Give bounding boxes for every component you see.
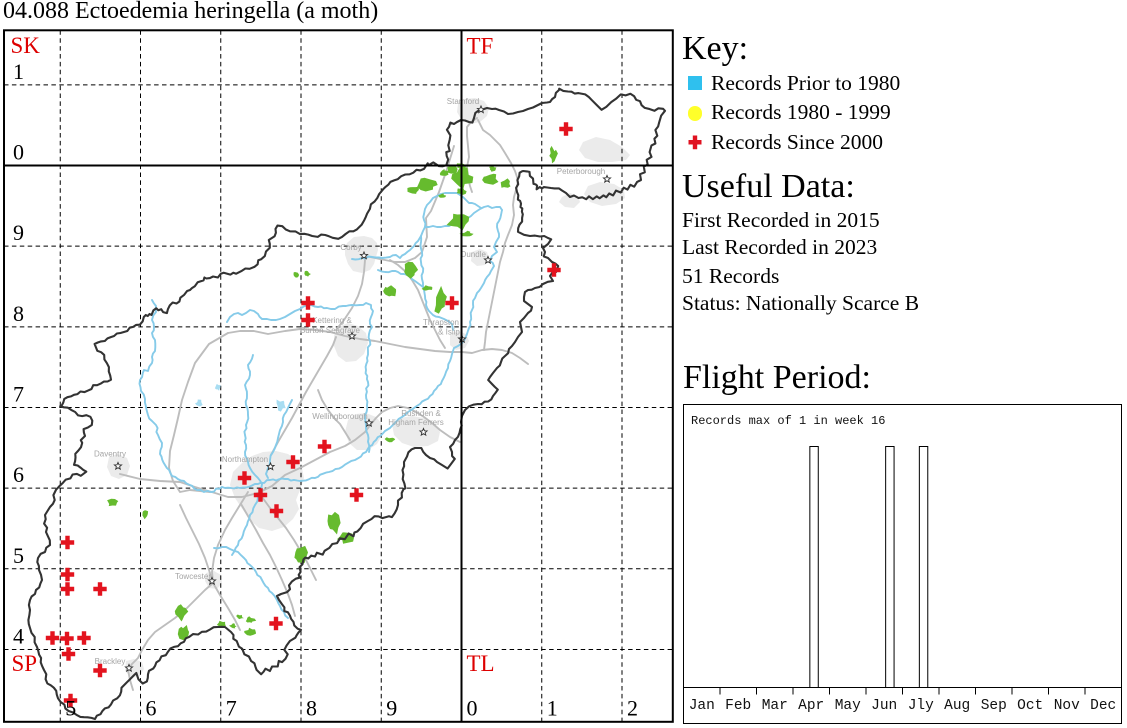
svg-text:Oundle: Oundle (460, 250, 486, 259)
svg-text:TL: TL (467, 651, 495, 676)
svg-text:2: 2 (627, 696, 638, 721)
svg-text:Oct: Oct (1017, 698, 1043, 714)
svg-text:9: 9 (386, 696, 397, 721)
svg-text:Mar: Mar (762, 698, 788, 714)
svg-text:Rushden &: Rushden & (401, 409, 441, 418)
svg-text:5: 5 (65, 696, 76, 721)
svg-text:Corby: Corby (340, 243, 361, 252)
svg-text:Higham Ferrers: Higham Ferrers (388, 418, 444, 427)
svg-text:9: 9 (13, 220, 24, 245)
svg-text:6: 6 (13, 462, 24, 487)
svg-text:Nov: Nov (1054, 698, 1080, 714)
svg-text:Apr: Apr (798, 698, 824, 714)
svg-text:Peterborough: Peterborough (557, 167, 605, 176)
svg-text:Jun: Jun (871, 698, 897, 714)
svg-text:SK: SK (11, 33, 41, 58)
svg-text:Dec: Dec (1090, 698, 1116, 714)
svg-text:5: 5 (13, 543, 24, 568)
svg-text:Burton Seagrave: Burton Seagrave (300, 326, 361, 335)
svg-text:4: 4 (13, 623, 24, 648)
svg-text:Jan: Jan (689, 698, 715, 714)
svg-text:0: 0 (467, 696, 478, 721)
svg-text:Stamford: Stamford (447, 97, 479, 106)
svg-text:Brackley: Brackley (95, 657, 126, 666)
svg-text:8: 8 (13, 301, 24, 326)
svg-text:Aug: Aug (944, 698, 970, 714)
svg-text:8: 8 (306, 696, 317, 721)
svg-text:Towcester: Towcester (175, 572, 211, 581)
svg-text:& Islip: & Islip (438, 328, 460, 337)
svg-text:7: 7 (226, 696, 237, 721)
svg-text:Jly: Jly (908, 698, 934, 714)
svg-text:Sep: Sep (981, 698, 1007, 714)
svg-text:Records max of 1 in week 16: Records max of 1 in week 16 (691, 414, 885, 428)
svg-text:Northampton: Northampton (222, 455, 268, 464)
svg-text:Thrapston: Thrapston (423, 318, 459, 327)
svg-text:Daventry: Daventry (94, 450, 126, 459)
svg-text:1: 1 (547, 696, 558, 721)
svg-text:Wellingborough: Wellingborough (312, 412, 367, 421)
svg-text:7: 7 (13, 382, 24, 407)
svg-text:TF: TF (467, 34, 494, 59)
svg-text:1: 1 (13, 59, 24, 84)
svg-text:May: May (835, 698, 861, 714)
svg-text:6: 6 (146, 696, 157, 721)
svg-text:0: 0 (13, 140, 24, 165)
svg-text:Feb: Feb (725, 698, 751, 714)
svg-text:Kettering &: Kettering & (312, 316, 352, 325)
svg-text:SP: SP (12, 651, 38, 676)
